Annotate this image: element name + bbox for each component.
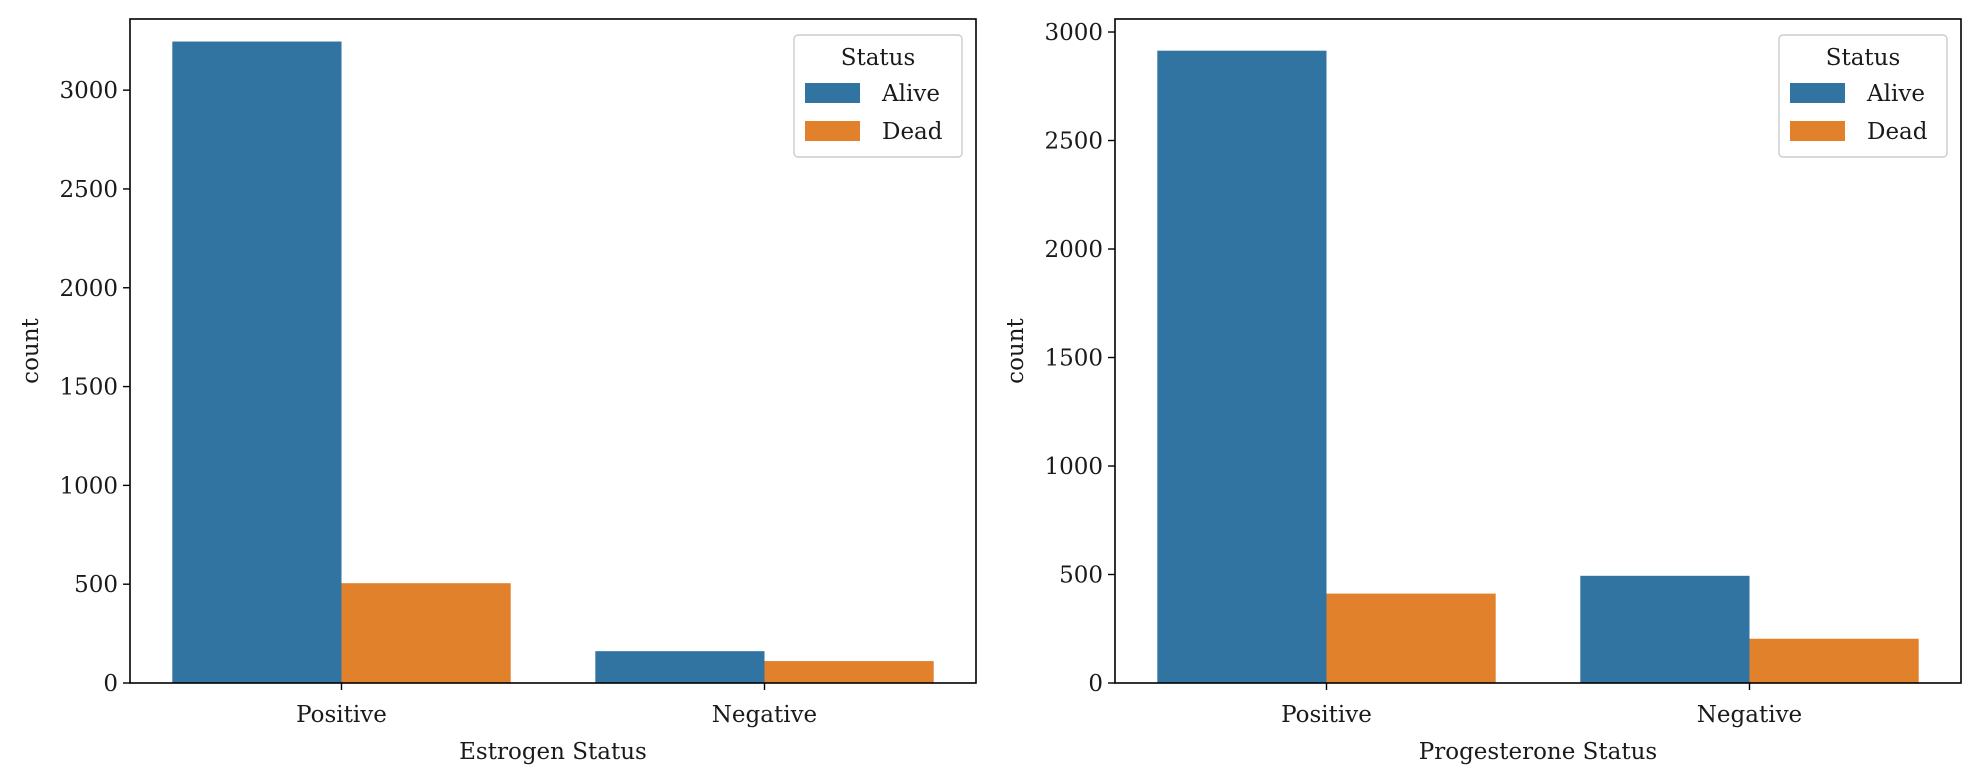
legend-title: Status: [1826, 45, 1901, 71]
y-tick-label: 1500: [1044, 346, 1103, 372]
y-tick-label: 2500: [1044, 129, 1103, 155]
bar-alive-positive: [1157, 50, 1327, 684]
legend: Status Alive Dead: [1778, 34, 1948, 158]
bar-alive-positive: [172, 41, 342, 684]
bar-alive-negative: [595, 651, 765, 683]
chart-panel-1: 0 500 1000 1500 2000 2500 3000 Positive Negative…: [18, 18, 977, 765]
legend-label-alive: Alive: [881, 81, 940, 107]
y-tick-label: 0: [1088, 671, 1103, 697]
plot-frame: [129, 18, 977, 684]
bar-dead-negative: [1749, 638, 1919, 683]
y-tick-label: 1000: [59, 473, 118, 499]
legend-swatch-dead: [1790, 121, 1845, 141]
y-tick-label: 2000: [1044, 237, 1103, 263]
x-axis-label: Estrogen Status: [459, 739, 647, 765]
legend: Status Alive Dead: [793, 34, 963, 158]
bar-dead-negative: [764, 661, 934, 683]
bar-dead-positive: [1326, 593, 1496, 683]
y-axis-label: count: [1003, 317, 1029, 383]
legend-swatch-dead: [805, 121, 860, 141]
legend-label-dead: Dead: [1867, 119, 1928, 145]
x-tick-label: Positive: [1281, 702, 1372, 728]
y-tick-label: 3000: [59, 78, 118, 104]
legend-label-alive: Alive: [1866, 81, 1925, 107]
x-tick-label: Negative: [1697, 702, 1802, 728]
bar-alive-negative: [1580, 575, 1750, 683]
x-tick-label: Negative: [712, 702, 817, 728]
y-tick-label: 500: [1059, 563, 1103, 589]
y-axis-label: count: [18, 317, 44, 383]
legend-swatch-alive: [805, 83, 860, 103]
plot-frame: [1114, 18, 1962, 684]
x-axis-label: Progesterone Status: [1419, 739, 1657, 765]
legend-title: Status: [841, 45, 916, 71]
y-tick-label: 2500: [59, 177, 118, 203]
y-tick-label: 3000: [1044, 20, 1103, 46]
chart-panel-2: 0 500 1000 1500 2000 2500 3000 Positive Negative…: [1003, 18, 1962, 765]
y-tick-label: 500: [74, 572, 118, 598]
x-tick-label: Positive: [296, 702, 387, 728]
y-tick-label: 1500: [59, 375, 118, 401]
y-tick-label: 0: [103, 671, 118, 697]
bar-dead-positive: [341, 583, 511, 683]
legend-swatch-alive: [1790, 83, 1845, 103]
y-tick-label: 1000: [1044, 454, 1103, 480]
y-tick-label: 2000: [59, 276, 118, 302]
legend-label-dead: Dead: [882, 119, 943, 145]
